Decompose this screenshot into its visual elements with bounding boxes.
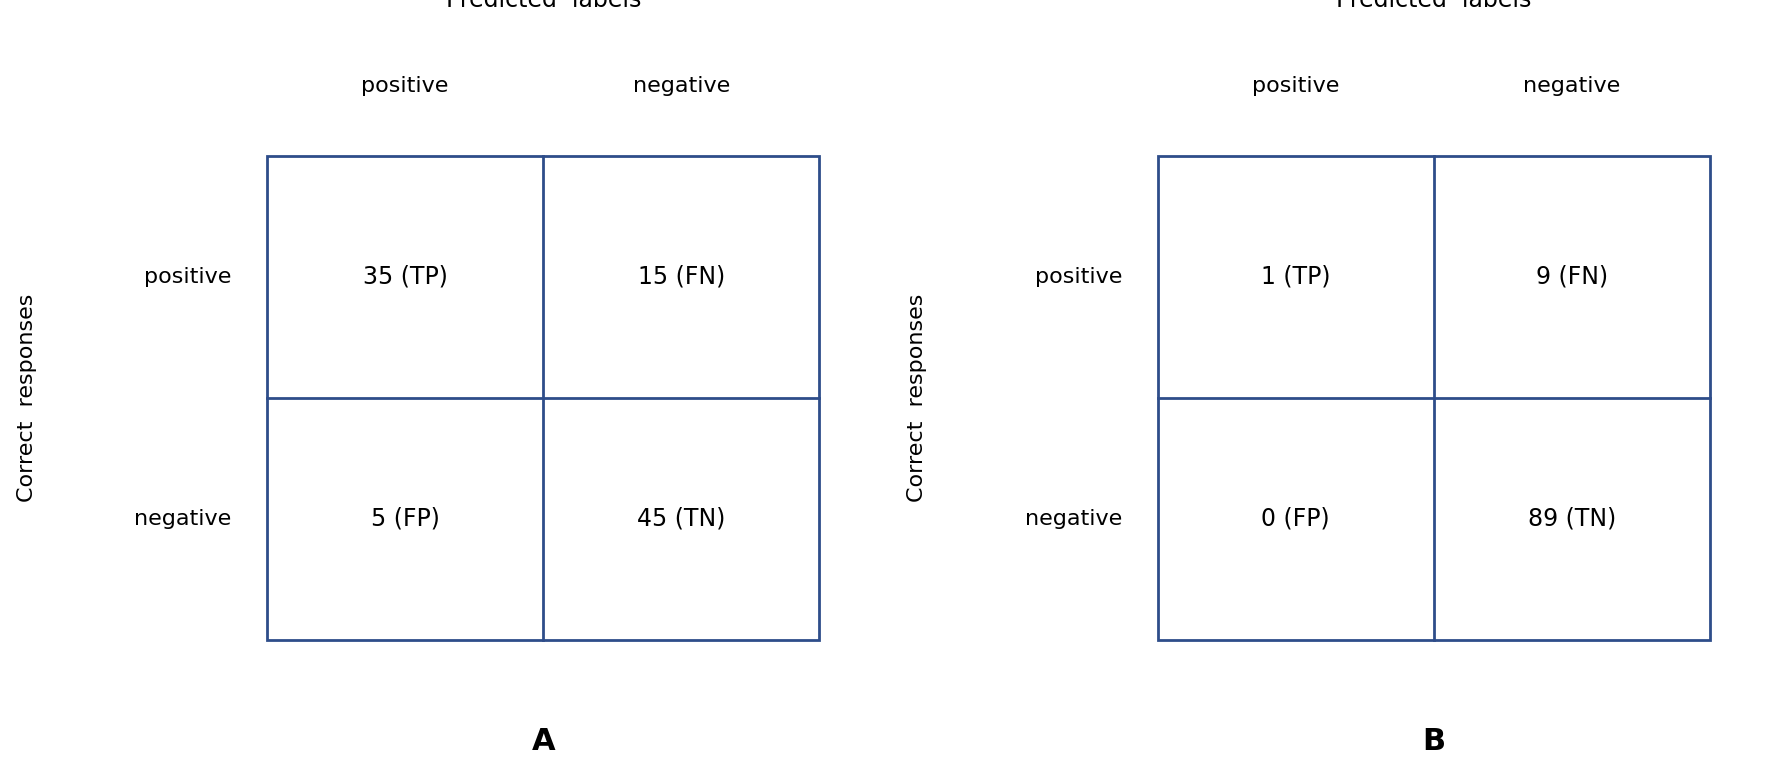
Text: negative: negative bbox=[1522, 76, 1620, 96]
Text: 5 (FP): 5 (FP) bbox=[370, 507, 440, 530]
Text: positive: positive bbox=[144, 267, 231, 287]
Text: positive: positive bbox=[1251, 76, 1339, 96]
Text: negative: negative bbox=[1023, 509, 1121, 529]
Text: Predicted  labels: Predicted labels bbox=[445, 0, 641, 12]
Bar bbox=[1157, 156, 1709, 640]
Text: negative: negative bbox=[134, 509, 231, 529]
Text: 45 (TN): 45 (TN) bbox=[637, 507, 724, 530]
Text: Predicted  labels: Predicted labels bbox=[1335, 0, 1531, 12]
Text: positive: positive bbox=[361, 76, 449, 96]
Text: A: A bbox=[530, 726, 555, 756]
Text: B: B bbox=[1422, 726, 1444, 756]
Text: positive: positive bbox=[1034, 267, 1121, 287]
Text: 35 (TP): 35 (TP) bbox=[363, 265, 447, 289]
Text: 0 (FP): 0 (FP) bbox=[1260, 507, 1330, 530]
Text: negative: negative bbox=[632, 76, 730, 96]
Text: Correct  responses: Correct responses bbox=[906, 293, 927, 502]
Text: 9 (FN): 9 (FN) bbox=[1534, 265, 1607, 289]
Text: 89 (TN): 89 (TN) bbox=[1527, 507, 1614, 530]
Text: 1 (TP): 1 (TP) bbox=[1260, 265, 1330, 289]
Bar bbox=[267, 156, 819, 640]
Text: Correct  responses: Correct responses bbox=[16, 293, 37, 502]
Text: 15 (FN): 15 (FN) bbox=[637, 265, 724, 289]
